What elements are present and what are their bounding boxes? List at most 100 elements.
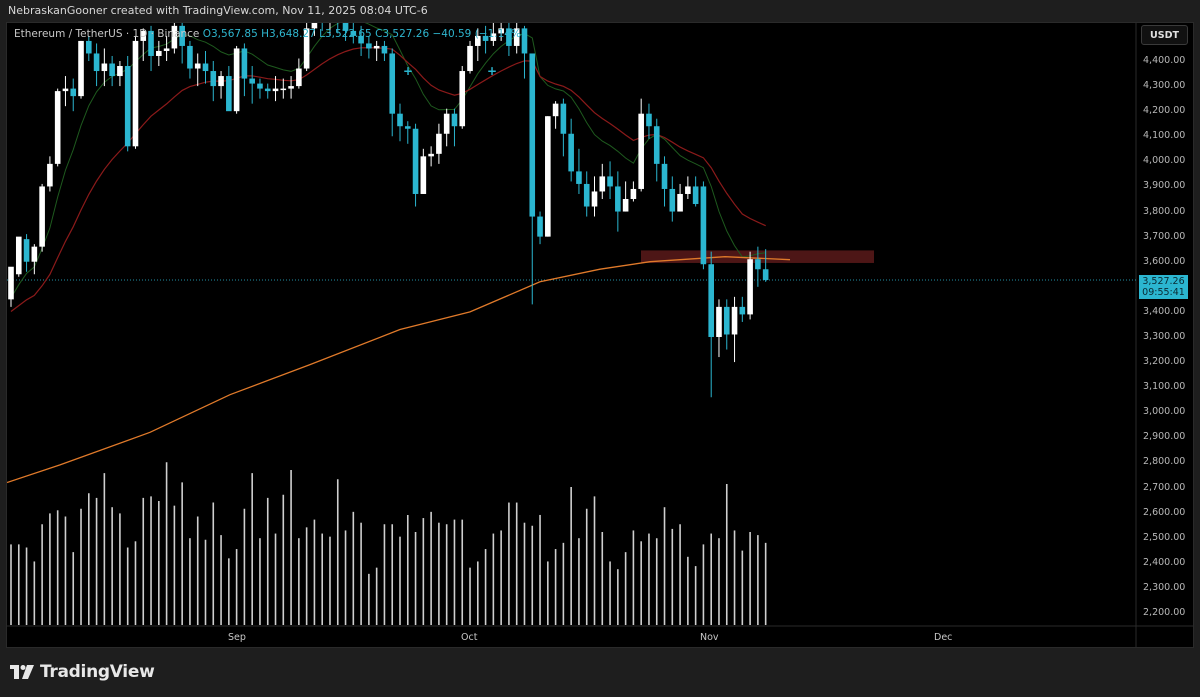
candle[interactable] — [428, 146, 434, 167]
candle[interactable] — [226, 66, 232, 112]
candle[interactable] — [358, 25, 364, 56]
candle[interactable] — [23, 234, 30, 272]
candle[interactable] — [303, 21, 310, 72]
chart-pane[interactable] — [6, 22, 1194, 648]
candle[interactable] — [15, 236, 22, 277]
currency-button[interactable]: USDT — [1141, 25, 1188, 45]
candle[interactable] — [700, 181, 707, 270]
candle[interactable] — [755, 246, 761, 287]
candle[interactable] — [202, 50, 209, 84]
candle[interactable] — [451, 108, 458, 147]
candle[interactable] — [39, 183, 45, 252]
candle[interactable] — [545, 116, 551, 237]
candle[interactable] — [241, 43, 248, 97]
candle[interactable] — [70, 78, 77, 112]
candle[interactable] — [498, 21, 504, 41]
candle[interactable] — [490, 21, 497, 46]
candle[interactable] — [179, 18, 185, 64]
candle[interactable] — [93, 43, 100, 87]
candle[interactable] — [638, 98, 644, 192]
candle[interactable] — [482, 25, 489, 54]
candle[interactable] — [218, 71, 224, 99]
candle[interactable] — [62, 76, 69, 107]
candle[interactable] — [607, 161, 613, 199]
candle[interactable] — [124, 55, 131, 152]
candle[interactable] — [366, 35, 372, 59]
candle[interactable] — [669, 176, 676, 222]
candle[interactable] — [389, 48, 396, 137]
candle[interactable] — [436, 123, 442, 164]
candle[interactable] — [31, 244, 38, 275]
candle[interactable] — [8, 266, 14, 307]
candle[interactable] — [288, 76, 294, 99]
candle[interactable] — [591, 176, 598, 217]
candle[interactable] — [280, 78, 287, 99]
candle[interactable] — [560, 98, 567, 157]
candle[interactable] — [373, 40, 380, 61]
candle[interactable] — [187, 40, 193, 79]
candle[interactable] — [420, 148, 427, 194]
candle[interactable] — [156, 40, 162, 67]
candle[interactable] — [132, 35, 139, 149]
candle[interactable] — [692, 176, 699, 207]
candle[interactable] — [513, 18, 520, 54]
candle[interactable] — [210, 61, 217, 102]
candle[interactable] — [568, 118, 574, 182]
candle[interactable] — [148, 25, 154, 72]
candle[interactable] — [163, 35, 170, 61]
candle[interactable] — [342, 11, 349, 41]
candle[interactable] — [140, 28, 147, 61]
candle[interactable] — [249, 66, 255, 104]
candle[interactable] — [646, 103, 652, 139]
candle[interactable] — [397, 103, 403, 142]
candle[interactable] — [459, 66, 466, 129]
candle[interactable] — [327, 1, 333, 36]
candle[interactable] — [47, 156, 53, 192]
candle[interactable] — [257, 78, 263, 99]
candle[interactable] — [762, 249, 769, 282]
candle[interactable] — [677, 183, 683, 212]
candle[interactable] — [685, 176, 691, 199]
candle[interactable] — [404, 121, 411, 144]
candle[interactable] — [272, 76, 279, 102]
candle[interactable] — [264, 83, 271, 99]
candle[interactable] — [101, 48, 108, 87]
candle[interactable] — [467, 40, 473, 74]
candle[interactable] — [117, 61, 123, 87]
candle[interactable] — [576, 148, 582, 194]
candle[interactable] — [583, 171, 590, 217]
candle[interactable] — [521, 25, 528, 79]
candle[interactable] — [78, 40, 84, 99]
candle[interactable] — [661, 156, 668, 207]
candle[interactable] — [194, 53, 201, 87]
candle[interactable] — [723, 299, 730, 350]
candle[interactable] — [747, 251, 753, 320]
candle[interactable] — [653, 118, 660, 182]
candle[interactable] — [739, 296, 746, 322]
candle[interactable] — [311, 6, 318, 36]
candle[interactable] — [443, 108, 450, 147]
candle[interactable] — [335, 6, 341, 34]
candle[interactable] — [350, 16, 357, 44]
candle[interactable] — [319, 1, 325, 31]
candle[interactable] — [171, 21, 178, 54]
candle[interactable] — [615, 171, 621, 232]
candle[interactable] — [630, 181, 637, 202]
candle[interactable] — [296, 58, 302, 89]
candle[interactable] — [708, 251, 714, 398]
candle[interactable] — [716, 299, 722, 358]
candle[interactable] — [599, 163, 606, 199]
candle[interactable] — [109, 55, 115, 87]
candle[interactable] — [622, 181, 629, 212]
candle[interactable] — [54, 88, 61, 167]
candle[interactable] — [506, 21, 512, 56]
candle[interactable] — [537, 211, 543, 245]
candle[interactable] — [552, 101, 559, 129]
candle[interactable] — [475, 28, 481, 61]
candle[interactable] — [381, 40, 388, 61]
candle[interactable] — [412, 123, 419, 207]
candle[interactable] — [529, 53, 536, 305]
candle[interactable] — [233, 45, 240, 114]
candle[interactable] — [731, 296, 738, 363]
